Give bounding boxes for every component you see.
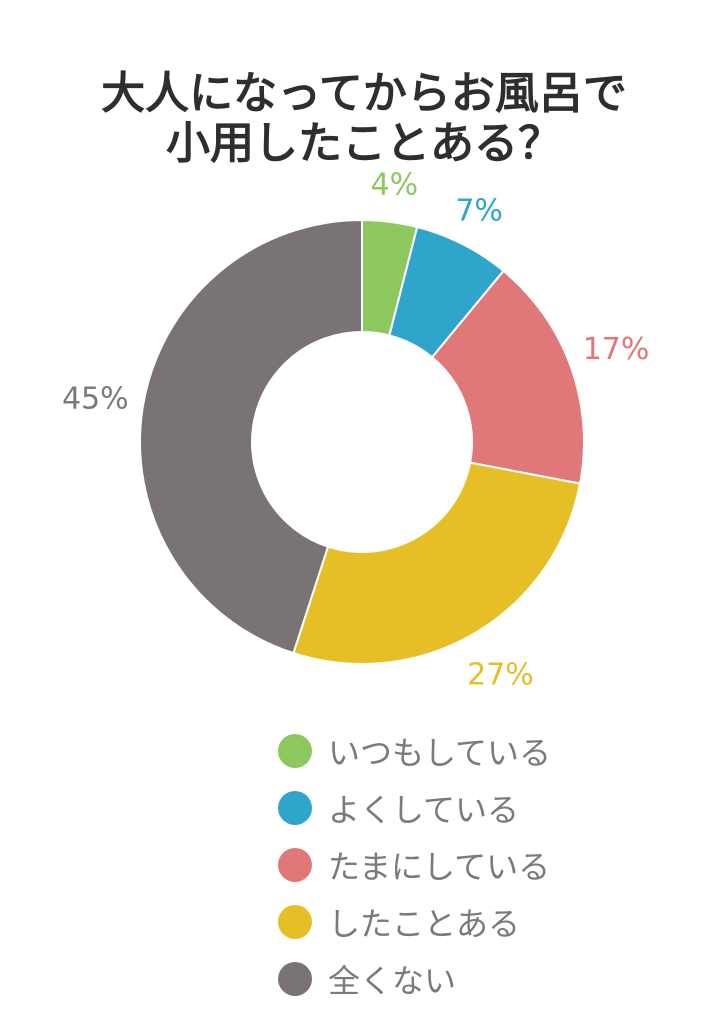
- data-label-yoku: 7%: [455, 194, 503, 229]
- data-label-mattaku: 45%: [62, 381, 129, 416]
- legend-item-itsumo: いつもしている: [278, 722, 551, 779]
- slice-shitakoto: [292, 461, 582, 665]
- chart-title-line-2: 小用したことある？: [166, 118, 562, 169]
- legend-swatch-shitakoto: [278, 904, 312, 939]
- data-label-itsumo: 4%: [371, 168, 419, 203]
- chart-title-line-1: 大人になってからお風呂で: [101, 68, 627, 119]
- data-label-shitakoto: 27%: [467, 658, 534, 693]
- legend-label-tamani: たまにしている: [328, 847, 551, 886]
- chart-legend: いつもしている よくしている たまにしている したことある 全くない: [278, 722, 551, 1007]
- legend-swatch-yoku: [278, 790, 312, 825]
- slice-mattaku: [139, 218, 363, 655]
- legend-item-yoku: よくしている: [278, 779, 551, 836]
- legend-swatch-mattaku: [278, 961, 312, 996]
- legend-label-itsumo: いつもしている: [328, 733, 552, 772]
- legend-swatch-itsumo: [278, 733, 312, 768]
- legend-item-tamani: たまにしている: [278, 836, 551, 893]
- slice-tamani: [430, 269, 585, 485]
- data-label-tamani: 17%: [583, 332, 650, 367]
- legend-item-shitakoto: したことある: [278, 893, 551, 950]
- legend-item-mattaku: 全くない: [278, 950, 551, 1007]
- legend-swatch-tamani: [278, 847, 312, 882]
- legend-label-mattaku: 全くない: [328, 961, 457, 1000]
- legend-label-shitakoto: したことある: [328, 904, 521, 943]
- legend-label-yoku: よくしている: [328, 790, 520, 829]
